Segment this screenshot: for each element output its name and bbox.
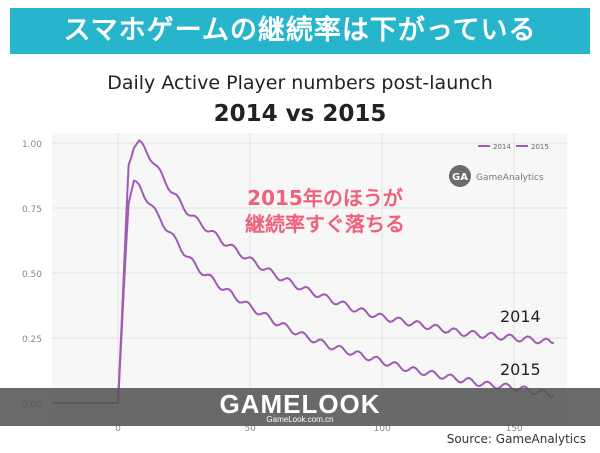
watermark-bar	[0, 388, 600, 426]
x-tick-label: 0	[115, 424, 121, 434]
end-label-2015: 2015	[500, 360, 541, 379]
x-tick-label: 50	[244, 424, 256, 434]
series-lines	[52, 139, 555, 404]
gameanalytics-icon-text: GA	[452, 172, 468, 183]
gamelook-logo: GAMELOOK	[219, 389, 381, 419]
callout-line-2: 継続率すぐ落ちる	[245, 212, 405, 236]
banner-title: スマホゲームの継続率は下がっている	[10, 8, 590, 54]
series-line-2015	[52, 179, 555, 404]
callout-annotation: 2015年のほうが 継続率すぐ落ちる	[215, 185, 435, 237]
gameanalytics-logo: GA GameAnalytics	[449, 165, 544, 187]
series-line-2014	[52, 139, 555, 404]
callout-line-1: 2015年のほうが	[247, 186, 403, 210]
legend-label: 2015	[531, 143, 549, 151]
y-tick-label: 0.75	[22, 205, 42, 215]
x-tick-label: 150	[506, 424, 523, 434]
y-tick-label: 0.25	[22, 335, 42, 345]
end-label-2014: 2014	[500, 307, 541, 326]
chart-title: Daily Active Player numbers post-launch	[107, 72, 493, 94]
gamelook-url: GameLook.com.cn	[266, 415, 334, 424]
plot-background	[52, 133, 567, 423]
chart-subtitle: 2014 vs 2015	[213, 101, 387, 127]
y-tick-label: 1.00	[22, 140, 42, 150]
legend-label: 2014	[493, 143, 511, 151]
end-labels: 2014 2015	[500, 307, 541, 379]
gameanalytics-icon	[449, 165, 471, 187]
source-credit: Source: GameAnalytics	[446, 432, 586, 446]
gameanalytics-name: GameAnalytics	[476, 173, 544, 183]
y-tick-label: 0.50	[22, 270, 42, 280]
x-tick-label: 100	[374, 424, 391, 434]
legend: 2014 2015	[478, 143, 549, 151]
